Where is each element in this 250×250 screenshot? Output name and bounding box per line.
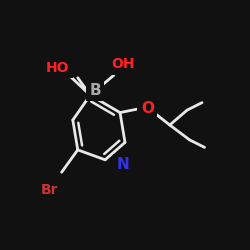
Text: OH: OH — [111, 57, 134, 71]
Text: O: O — [141, 101, 154, 116]
Text: B: B — [89, 83, 101, 98]
Text: HO: HO — [46, 61, 70, 75]
Text: Br: Br — [40, 183, 58, 197]
Text: N: N — [116, 157, 129, 172]
